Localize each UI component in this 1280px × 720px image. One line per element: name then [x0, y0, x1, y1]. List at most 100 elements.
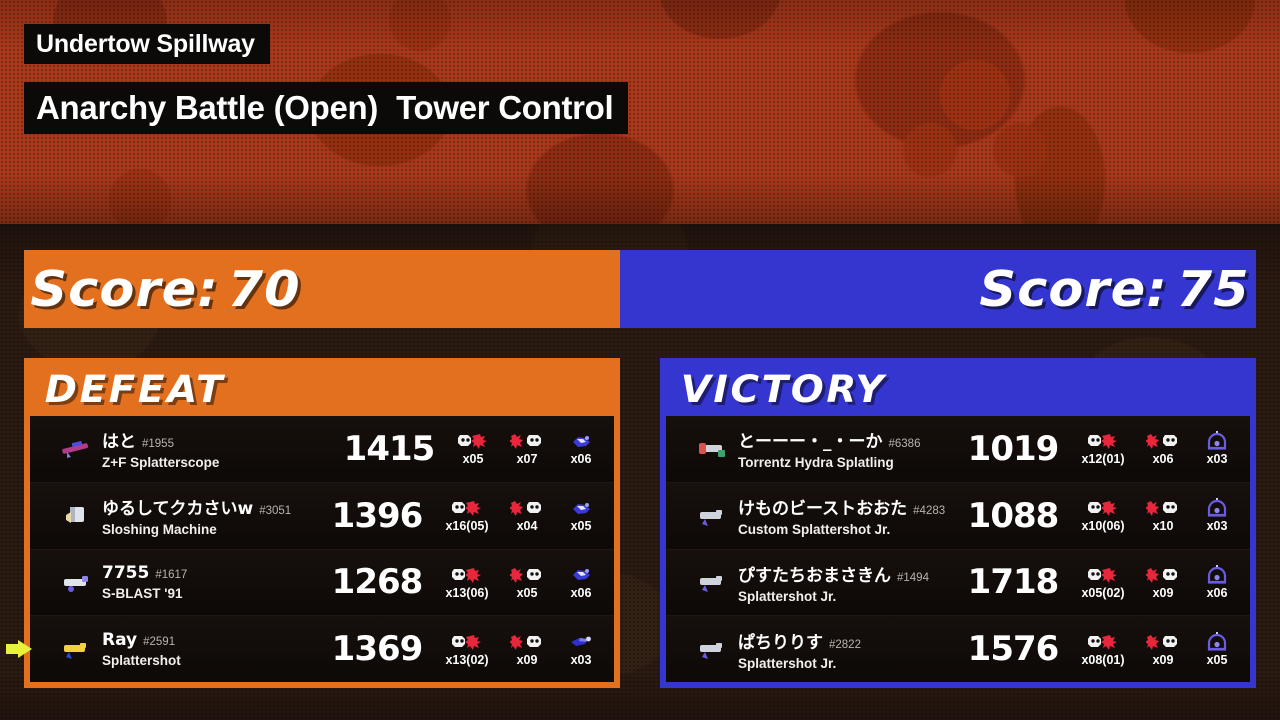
player-tag: #1617	[155, 569, 188, 582]
death-icon	[1146, 567, 1177, 583]
player-name-row: けものビーストおおた #4283	[738, 494, 954, 519]
kill-icon-wrap	[450, 498, 484, 517]
player-name-row: ゆるしてクカさいw #3051	[102, 494, 318, 519]
player-points: 1718	[967, 562, 1060, 603]
player-info: Ray #2591 Splattershot	[102, 630, 318, 668]
player-name-row: 7755 #1617	[102, 563, 318, 583]
special-icon-wrap	[1207, 498, 1227, 517]
special-icon-wrap	[1207, 631, 1227, 651]
score-bars: Score: 70 Score: 75	[0, 250, 1280, 328]
player-points: 1576	[967, 629, 1060, 670]
player-name: Ray	[102, 630, 138, 651]
kill-icon	[452, 501, 481, 517]
player-name: とーーー・_・ーか	[738, 432, 883, 453]
special-icon-wrap	[1207, 431, 1227, 450]
player-row[interactable]: とーーー・_・ーか #6386 Torrentz Hydra Splatling 10…	[666, 416, 1250, 483]
specials-value: x03	[1206, 519, 1228, 534]
slosher-icon	[66, 506, 84, 523]
stat-specials: x06	[556, 565, 606, 600]
player-row[interactable]: はと #1955 Z+F Splatterscope 1415 x05 x07 x06	[30, 416, 614, 483]
stat-deaths: x07	[502, 431, 552, 466]
death-icon-wrap	[1146, 632, 1180, 651]
player-row[interactable]: ゆるしてクカさいw #3051 Sloshing Machine 1396 x16(05…	[30, 482, 614, 550]
deaths-value: x10	[1152, 519, 1174, 534]
stat-deaths: x09	[1138, 565, 1188, 600]
death-icon	[1146, 501, 1177, 517]
kills-value: x16(05)	[445, 519, 489, 534]
player-tag: #3051	[259, 505, 292, 518]
player-name: はと	[102, 432, 136, 453]
right-team-score-bar: Score: 75	[620, 250, 1256, 328]
death-icon	[510, 501, 541, 517]
shooter-icon	[700, 576, 722, 593]
deaths-value: x09	[1152, 585, 1174, 600]
stage-name-text: Undertow Spillway	[36, 29, 255, 58]
player-stats: x05 x07 x06	[448, 431, 606, 466]
blaster-icon	[64, 576, 88, 593]
kill-icon	[1088, 634, 1117, 650]
stat-kills: x16(05)	[436, 498, 498, 533]
special-big-bubbler-icon	[1207, 631, 1227, 651]
stat-specials: x05	[1192, 631, 1242, 667]
weapon-icon	[58, 634, 96, 664]
special-icon-wrap	[570, 431, 592, 450]
special-ink-storm-icon	[573, 569, 590, 581]
battle-rule-text: Tower Control	[396, 89, 614, 126]
stat-deaths: x10	[1138, 498, 1188, 533]
stat-specials: x03	[1192, 498, 1242, 533]
stat-deaths: x09	[1138, 632, 1188, 667]
right-team-roster: とーーー・_・ーか #6386 Torrentz Hydra Splatling 10…	[666, 416, 1250, 682]
splatling-icon	[699, 442, 725, 457]
special-icon-wrap	[1207, 564, 1227, 584]
player-row[interactable]: ぴすたちおまさきん #1494 Splattershot Jr. 1718 x05(02…	[666, 549, 1250, 617]
player-name: 7755	[102, 563, 150, 584]
death-icon-wrap	[510, 565, 544, 584]
player-points: 1019	[967, 428, 1060, 469]
deaths-value: x07	[516, 452, 538, 467]
stat-deaths: x04	[502, 498, 552, 533]
kills-value: x08(01)	[1081, 652, 1125, 667]
kills-value: x10(06)	[1081, 519, 1125, 534]
weapon-icon	[58, 501, 96, 531]
weapon-icon	[58, 434, 96, 464]
player-points: 1369	[331, 629, 424, 670]
player-stats: x12(01) x06 x03	[1072, 431, 1242, 466]
player-info: ぴすたちおまさきん #1494 Splattershot Jr.	[738, 561, 954, 604]
player-points: 1268	[331, 562, 424, 603]
kills-value: x12(01)	[1081, 452, 1125, 467]
death-icon	[510, 634, 541, 650]
player-tag: #1955	[142, 438, 174, 451]
player-stats: x13(06) x05 x06	[436, 565, 606, 600]
player-points: 1415	[343, 428, 436, 469]
special-ink-storm-icon	[573, 435, 590, 447]
special-ink-storm-icon	[573, 502, 590, 514]
death-icon	[510, 434, 541, 450]
kill-icon-wrap	[1086, 431, 1120, 450]
deaths-value: x09	[516, 652, 538, 667]
specials-value: x06	[570, 452, 592, 467]
weapon-icon	[58, 567, 96, 597]
player-row[interactable]: ぱちりりす #2822 Splattershot Jr. 1576 x08(01) x09…	[666, 616, 1250, 682]
death-icon-wrap	[1146, 498, 1180, 517]
kill-icon	[458, 434, 487, 450]
specials-value: x03	[570, 652, 592, 667]
player-stats: x13(02) x09 x03	[436, 632, 606, 667]
stat-kills: x08(01)	[1072, 632, 1134, 667]
kill-icon-wrap	[1086, 632, 1120, 651]
specials-value: x05	[570, 519, 592, 534]
player-row[interactable]: Ray #2591 Splattershot 1369 x13(02) x09 x03	[6, 616, 614, 682]
player-name-row: はと #1955	[102, 427, 330, 452]
left-team-score-bar: Score: 70	[24, 250, 620, 328]
player-name: けものビーストおおた	[738, 499, 908, 520]
player-tag: #4283	[913, 505, 946, 518]
player-row[interactable]: けものビーストおおた #4283 Custom Splattershot Jr. 10…	[666, 482, 1250, 550]
stat-kills: x12(01)	[1072, 431, 1134, 466]
kill-icon	[452, 567, 481, 583]
special-big-bubbler-icon	[1207, 564, 1227, 584]
left-score-label: Score:	[30, 260, 219, 318]
left-score-value: 70	[227, 260, 301, 318]
specials-value: x06	[1206, 585, 1228, 600]
stat-specials: x03	[1192, 431, 1242, 466]
player-row[interactable]: 7755 #1617 S-BLAST '91 1268 x13(06) x05 x06	[30, 549, 614, 617]
stat-specials: x06	[1192, 564, 1242, 600]
